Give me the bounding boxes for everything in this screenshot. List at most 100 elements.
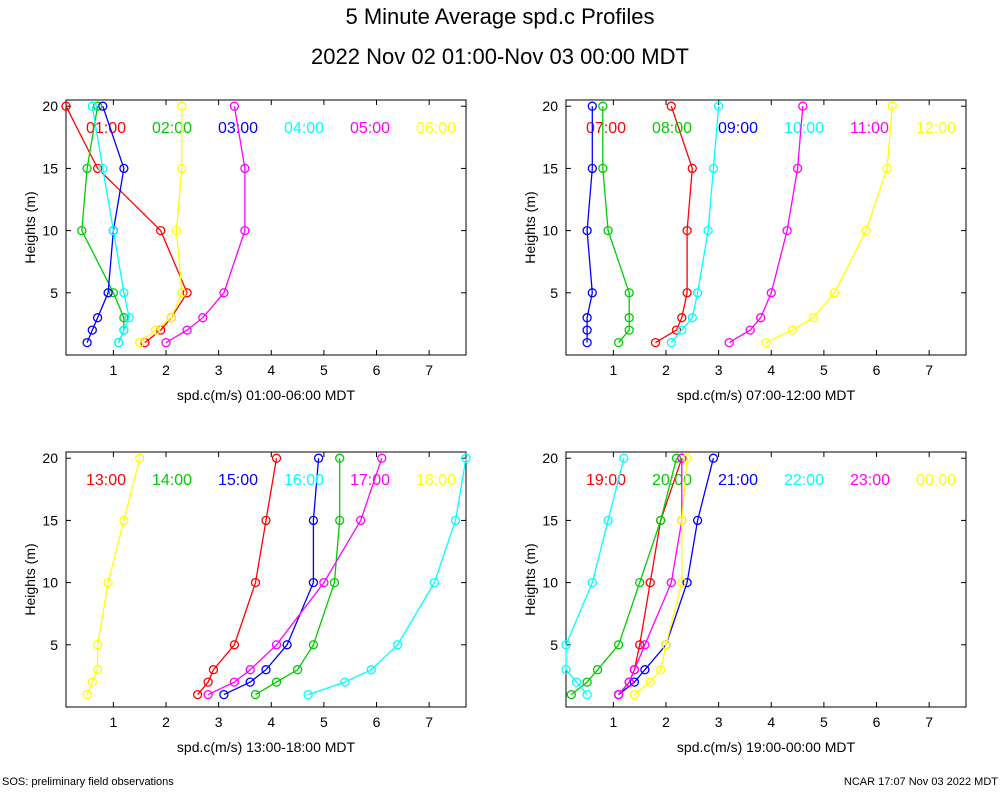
data-point — [677, 577, 687, 588]
data-point — [677, 515, 687, 526]
data-point — [787, 325, 797, 335]
x-tick-label: 7 — [925, 714, 933, 730]
data-point — [677, 313, 687, 323]
data-point — [308, 640, 319, 650]
legend-entry: 16:00 — [284, 472, 324, 489]
data-point — [98, 163, 108, 174]
chart-title: 5 Minute Average spd.c Profiles — [345, 4, 655, 29]
data-point — [245, 677, 255, 687]
data-point — [724, 337, 734, 348]
data-point — [650, 337, 661, 348]
data-point — [603, 225, 613, 236]
data-point — [92, 665, 103, 675]
x-axis-label: spd.c(m/s) 07:00-12:00 MDT — [677, 387, 856, 403]
series-line — [65, 105, 188, 344]
legend-entry: 17:00 — [350, 472, 390, 489]
x-tick-label: 7 — [425, 714, 433, 730]
series-line — [139, 106, 183, 344]
data-point — [561, 665, 571, 675]
y-tick-label: 20 — [42, 98, 58, 114]
data-point — [198, 313, 208, 323]
data-point — [282, 640, 292, 650]
legend-entry: 15:00 — [218, 472, 258, 489]
data-point — [677, 453, 687, 463]
x-tick-label: 3 — [215, 714, 223, 730]
data-point — [682, 453, 692, 463]
data-point — [92, 101, 103, 111]
x-tick-label: 4 — [267, 362, 275, 378]
data-point — [461, 453, 471, 463]
data-point — [429, 577, 440, 588]
series-line — [618, 458, 715, 696]
series-line — [570, 458, 678, 696]
y-tick-label: 15 — [42, 512, 58, 528]
y-tick-label: 20 — [42, 450, 58, 466]
x-tick-label: 2 — [662, 362, 670, 378]
data-point — [177, 163, 187, 174]
series-line — [633, 458, 688, 696]
legend-entry: 05:00 — [350, 120, 390, 137]
series-line — [765, 106, 893, 344]
legend-entry: 01:00 — [86, 120, 126, 137]
data-point — [61, 101, 71, 111]
data-point — [98, 101, 108, 111]
data-point — [571, 677, 582, 687]
x-axis-label: spd.c(m/s) 01:00-06:00 MDT — [177, 387, 356, 403]
y-tick-label: 20 — [542, 98, 558, 114]
data-point — [87, 101, 97, 111]
data-point — [308, 515, 319, 526]
x-tick-label: 1 — [109, 362, 117, 378]
data-point — [335, 515, 345, 526]
data-point — [808, 313, 819, 323]
x-tick-label: 3 — [715, 714, 723, 730]
series-line — [602, 106, 630, 344]
data-point — [356, 515, 366, 526]
y-tick-label: 10 — [542, 223, 558, 239]
data-point — [682, 225, 692, 236]
data-point — [624, 313, 634, 323]
x-tick-label: 1 — [609, 714, 617, 730]
legend-entry: 06:00 — [416, 120, 456, 137]
data-point — [624, 325, 634, 335]
data-point — [450, 515, 461, 526]
x-tick-label: 7 — [925, 362, 933, 378]
legend-entry: 09:00 — [718, 120, 758, 137]
data-point — [861, 225, 871, 236]
series-line — [197, 458, 278, 696]
data-point — [629, 677, 640, 687]
data-point — [77, 225, 87, 236]
data-point — [624, 677, 634, 687]
x-tick-label: 4 — [267, 714, 275, 730]
x-tick-label: 6 — [873, 362, 881, 378]
data-point — [766, 288, 776, 298]
data-point — [92, 313, 103, 323]
data-point — [150, 325, 161, 335]
series-line — [223, 458, 320, 696]
x-tick-label: 5 — [820, 714, 828, 730]
legend-entry: 08:00 — [652, 120, 692, 137]
x-tick-label: 3 — [715, 362, 723, 378]
data-point — [103, 288, 113, 298]
data-point — [87, 325, 97, 335]
data-point — [561, 640, 571, 650]
legend-entry: 14:00 — [152, 472, 192, 489]
y-axis-label: Heights (m) — [522, 191, 538, 263]
x-tick-label: 6 — [373, 714, 381, 730]
footer-right: NCAR 17:07 Nov 03 2022 MDT — [843, 776, 998, 788]
series-line — [81, 106, 125, 343]
series-line — [307, 458, 467, 696]
data-point — [92, 163, 103, 174]
data-point — [656, 515, 666, 526]
series-line — [207, 457, 383, 696]
legend-entry: 00:00 — [916, 472, 956, 489]
y-tick-label: 5 — [50, 637, 58, 653]
data-point — [582, 313, 592, 323]
data-point — [645, 577, 655, 588]
data-point — [335, 453, 345, 463]
data-point — [229, 677, 240, 687]
data-point — [645, 677, 655, 687]
data-point — [582, 677, 592, 687]
data-point — [329, 577, 340, 588]
legend-entry: 13:00 — [86, 472, 126, 489]
plot-frame — [565, 99, 967, 356]
